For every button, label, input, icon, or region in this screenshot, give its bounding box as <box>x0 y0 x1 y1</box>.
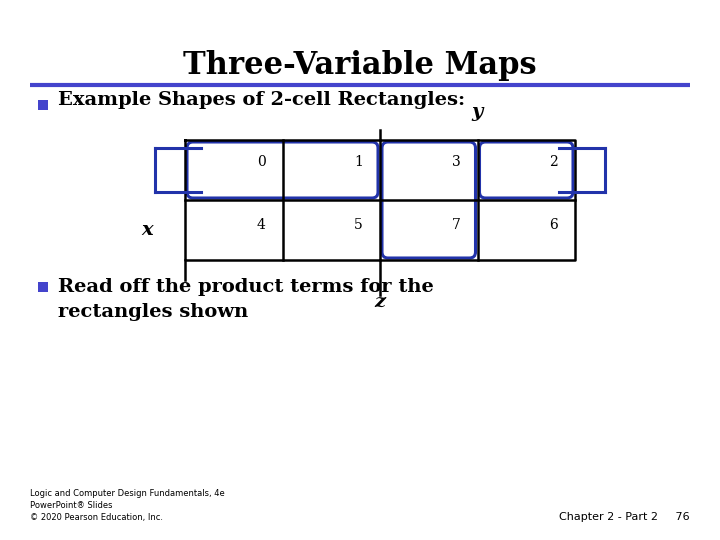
Text: 3: 3 <box>451 155 460 169</box>
Text: 0: 0 <box>256 155 266 169</box>
Text: Example Shapes of 2-cell Rectangles:: Example Shapes of 2-cell Rectangles: <box>58 91 465 109</box>
Text: 6: 6 <box>549 218 558 232</box>
Text: rectangles shown: rectangles shown <box>58 303 248 321</box>
Text: Chapter 2 - Part 2     76: Chapter 2 - Part 2 76 <box>559 512 690 522</box>
FancyBboxPatch shape <box>38 100 48 110</box>
Text: Logic and Computer Design Fundamentals, 4e
PowerPoint® Slides
© 2020 Pearson Edu: Logic and Computer Design Fundamentals, … <box>30 489 225 522</box>
Text: y: y <box>472 103 483 121</box>
Text: Read off the product terms for the: Read off the product terms for the <box>58 278 433 296</box>
Text: 2: 2 <box>549 155 558 169</box>
Text: 5: 5 <box>354 218 363 232</box>
Text: z: z <box>374 293 386 311</box>
Text: 1: 1 <box>354 155 363 169</box>
FancyBboxPatch shape <box>38 282 48 292</box>
Text: Three-Variable Maps: Three-Variable Maps <box>183 50 537 81</box>
Text: 4: 4 <box>256 218 266 232</box>
Text: 7: 7 <box>451 218 461 232</box>
Text: x: x <box>141 221 153 239</box>
